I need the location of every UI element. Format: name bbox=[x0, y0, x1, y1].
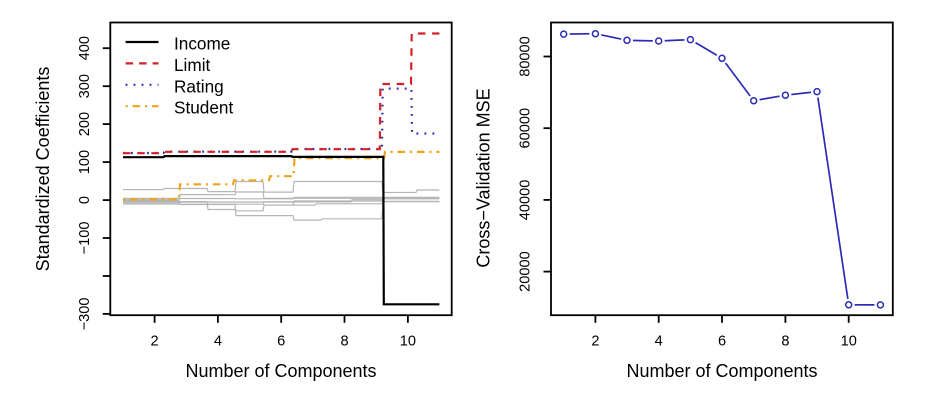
svg-text:Number of Components: Number of Components bbox=[626, 361, 817, 381]
svg-text:0: 0 bbox=[77, 196, 93, 204]
svg-text:Income: Income bbox=[174, 34, 230, 54]
svg-text:80000: 80000 bbox=[518, 36, 534, 77]
svg-text:Cross−Validation MSE: Cross−Validation MSE bbox=[474, 88, 494, 267]
svg-text:4: 4 bbox=[655, 334, 663, 350]
svg-text:Student: Student bbox=[174, 98, 233, 118]
svg-text:400: 400 bbox=[77, 36, 93, 60]
svg-text:60000: 60000 bbox=[518, 108, 534, 149]
svg-text:−100: −100 bbox=[77, 222, 93, 255]
svg-text:Number of Components: Number of Components bbox=[185, 361, 376, 381]
svg-text:200: 200 bbox=[77, 112, 93, 136]
svg-text:2: 2 bbox=[151, 334, 159, 350]
svg-text:40000: 40000 bbox=[518, 180, 534, 221]
svg-text:10: 10 bbox=[841, 334, 857, 350]
svg-text:2: 2 bbox=[591, 334, 599, 350]
svg-text:−300: −300 bbox=[77, 297, 93, 330]
svg-text:10: 10 bbox=[400, 334, 416, 350]
svg-text:8: 8 bbox=[781, 334, 789, 350]
svg-text:8: 8 bbox=[340, 334, 348, 350]
svg-text:Rating: Rating bbox=[174, 76, 224, 96]
svg-text:6: 6 bbox=[277, 334, 285, 350]
svg-text:20000: 20000 bbox=[518, 251, 534, 292]
svg-text:Limit: Limit bbox=[174, 55, 211, 75]
svg-text:Standardized Coefficients: Standardized Coefficients bbox=[33, 67, 53, 272]
svg-text:300: 300 bbox=[77, 74, 93, 98]
svg-text:100: 100 bbox=[77, 150, 93, 174]
svg-text:4: 4 bbox=[214, 334, 222, 350]
svg-text:6: 6 bbox=[718, 334, 726, 350]
